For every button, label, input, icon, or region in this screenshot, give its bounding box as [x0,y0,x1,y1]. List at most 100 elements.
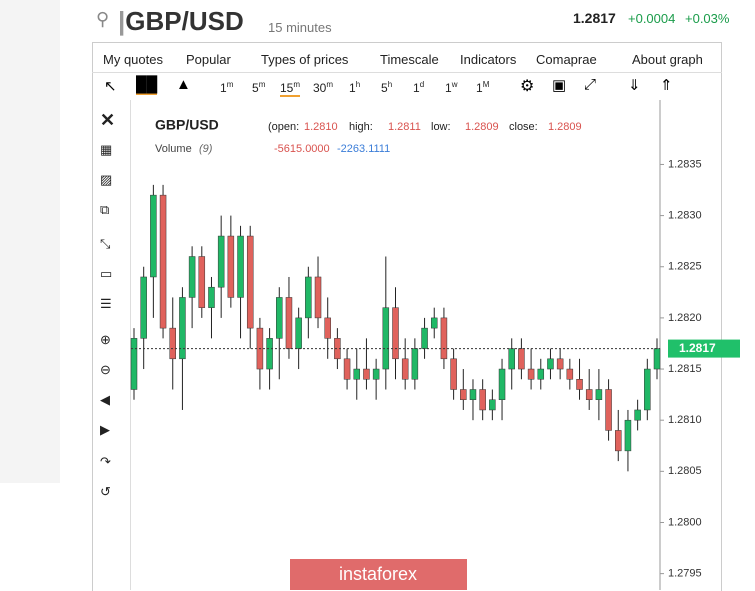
candle-body [479,389,486,411]
candle-body [527,368,535,380]
timeframe[interactable]: 1w [445,80,457,95]
candle-body [305,276,312,319]
timeframe[interactable]: 1m [220,80,233,95]
candle-body [150,194,157,278]
lines-tool[interactable]: ☰ [100,296,112,311]
menu-item[interactable]: Timescale [380,52,439,67]
rect-tool[interactable]: ▭ [100,266,113,281]
close-tool[interactable]: ✕ [100,110,116,130]
zoom-out[interactable]: ⊖ [100,362,111,377]
candle-body [595,389,603,400]
zoom-in[interactable]: ⊕ [100,332,111,347]
cursor-icon[interactable]: ↖ [104,78,117,95]
candle-body [566,368,574,380]
candle-body [266,338,273,370]
camera-icon[interactable]: ▣ [552,77,567,94]
candle-body [237,235,244,298]
candle-body [401,358,409,380]
legend-symbol: GBP/USD [155,117,219,133]
candle-body [489,399,496,411]
candle-body [634,409,641,421]
candle-body [605,389,612,431]
candle-body [576,379,583,390]
candle-body [450,358,457,390]
timeframe[interactable]: 30m [313,80,333,95]
candle-body [324,317,331,339]
timeframe-num: 5 [381,81,388,95]
timeframe-num: 1 [476,81,483,95]
timeframe[interactable]: 5m [252,80,265,95]
y-tick-label: 1.2830 [668,210,702,222]
menu-item[interactable]: Types of prices [261,52,349,67]
timeframe-num: 1 [349,81,356,95]
timeframe-unit: d [419,80,425,89]
candle-body [372,368,380,380]
volume-label: Volume [155,143,192,155]
timeframe[interactable]: 5h [381,80,392,95]
menu-item[interactable]: My quotes [103,52,163,67]
line-tool[interactable]: ⤡ [100,236,111,251]
symbol-text: GBP/USD [125,6,244,36]
right[interactable]: ▶ [100,422,110,437]
tool[interactable]: ▨ [100,172,113,187]
download-icon[interactable]: ⇓ [628,77,641,94]
fullscreen-icon[interactable]: ⤢ [584,76,597,93]
watermark: instaforex [339,564,417,584]
candle-body [130,338,138,390]
legend-label: low: [431,121,451,133]
timeframe[interactable]: 1M [476,80,489,95]
tool[interactable]: ▦ [100,142,113,157]
interval: 15 minutes [268,20,332,35]
timeframe-unit: w [451,80,458,89]
last-price-box [668,339,740,358]
area-icon[interactable]: ▲ [176,76,191,93]
candle-body [217,235,225,288]
search-icon[interactable]: ⚲ [96,9,110,29]
menu-item[interactable]: Popular [186,52,231,67]
tool[interactable]: ↺ [100,484,111,499]
candle-body [440,317,448,360]
y-tick-label: 1.2810 [668,414,702,426]
timeframe[interactable]: 1d [413,80,424,95]
candle-body [227,235,235,298]
candle-body [276,297,283,339]
divider [130,100,131,590]
left[interactable]: ◀ [100,392,110,407]
candle-body [411,348,419,380]
candle-body [295,317,302,349]
upload-icon[interactable]: ⇑ [660,77,673,94]
plot: 1.2795 1.2800 1.2805 1.2810 1.2815 1.2820 1.28… [130,100,740,590]
candle-body [179,297,186,360]
timeframe-num: 5 [252,81,259,95]
menu-item[interactable]: Indicators [460,52,517,67]
candle-body [140,276,147,339]
y-tick-label: 1.2820 [668,312,702,324]
settings-icon[interactable]: ⚙ [520,78,535,95]
menu-item[interactable]: Comaprae [536,52,597,67]
candle-body [208,286,215,308]
candle-body [624,419,632,452]
change: +0.0004 [628,11,676,26]
candle-body [460,389,467,400]
timeframe-num: 1 [220,81,227,95]
timeframe-unit: m [326,80,334,89]
candle-body [653,348,661,370]
legend-value: 1.2811 [388,121,421,133]
candle-body [430,317,438,329]
tool[interactable]: ⧉ [100,202,110,217]
candles-icon[interactable]: ██ [136,76,158,95]
timeframe-num: 15 [280,81,294,95]
timeframe[interactable]: 1h [349,80,360,95]
timeframe-unit: m [293,80,301,89]
candle-body [343,358,351,380]
candle-body [498,368,506,400]
timeframe-num: 1 [445,81,452,95]
legend-label: close: [509,121,538,133]
tool[interactable]: ↷ [100,454,111,469]
y-tick-label: 1.2800 [668,516,702,528]
timeframe[interactable]: 15m [280,80,301,97]
menu-item[interactable]: About graph [632,52,703,67]
y-tick-label: 1.2815 [668,363,702,375]
timeframe-unit: m [226,80,234,89]
candle-body [169,327,176,360]
